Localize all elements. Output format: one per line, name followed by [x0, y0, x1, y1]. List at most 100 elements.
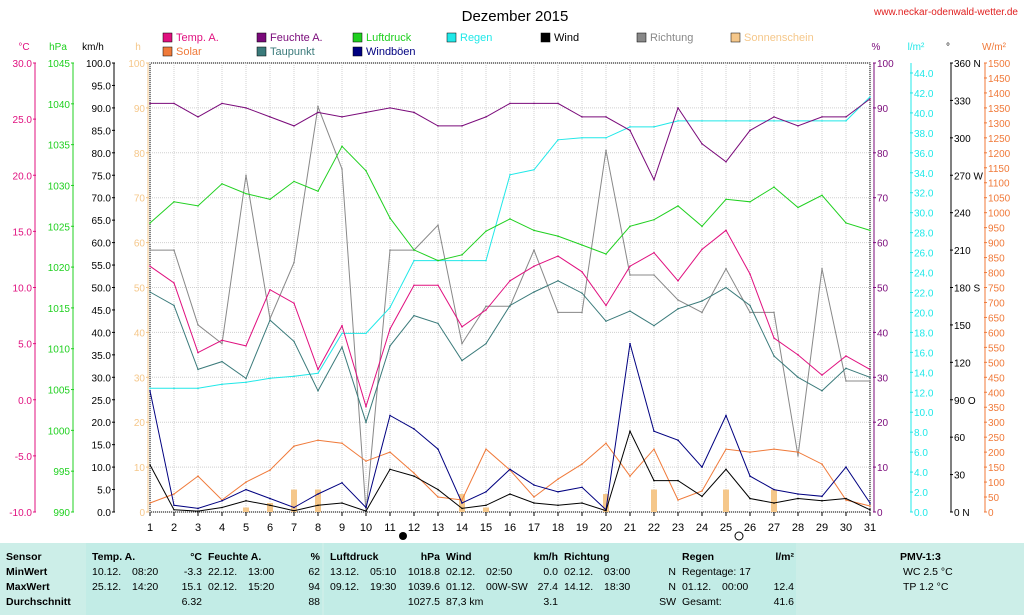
axis-tick-label: 10	[877, 463, 889, 474]
data-point	[413, 284, 415, 287]
data-point	[533, 291, 535, 293]
x-tick-label: 31	[864, 522, 876, 534]
x-tick-label: 27	[768, 522, 780, 534]
x-tick-label: 15	[480, 522, 492, 534]
axis-unit: °	[946, 42, 950, 53]
axis-tick-label: 300	[954, 134, 971, 145]
x-tick-label: 22	[648, 522, 660, 534]
data-point	[749, 273, 751, 275]
data-point	[749, 311, 751, 314]
data-point	[269, 469, 271, 471]
stats-header: Temp. A.	[92, 551, 136, 563]
stats-value: 62	[308, 566, 320, 578]
data-point	[629, 342, 631, 345]
data-point	[461, 507, 463, 510]
stats-date: 10.12.	[92, 566, 122, 578]
data-point	[317, 389, 319, 392]
axis-tick-label: 20.0	[13, 171, 33, 182]
stats-date: Regentage: 17	[682, 566, 751, 578]
axis-tick-label: 0.0	[914, 508, 928, 519]
data-point	[389, 345, 391, 347]
data-point	[821, 499, 823, 502]
data-point	[821, 116, 823, 118]
axis-tick-label: 15.0	[13, 227, 33, 238]
axis-tick-label: 650	[988, 313, 1005, 324]
axis-tick-label: 44.0	[914, 69, 934, 80]
legend-label: Regen	[460, 32, 492, 44]
stats-row-label: MinWert	[6, 566, 48, 578]
data-point	[269, 377, 271, 380]
data-point	[821, 495, 823, 498]
data-point	[413, 314, 415, 317]
axis-tick-label: 65.0	[92, 216, 112, 227]
data-point	[845, 466, 847, 468]
data-point	[605, 253, 607, 255]
stats-time: 03:00	[604, 566, 631, 578]
data-point	[269, 319, 271, 321]
axis-tick-label: 50	[134, 284, 146, 295]
axis-tick-label: 0.0	[18, 396, 32, 407]
data-point	[797, 125, 799, 127]
axis-tick-label: 750	[988, 284, 1005, 295]
axis-tick-label: 90.0	[92, 104, 112, 115]
sunshine-bar	[723, 489, 729, 512]
axis-tick-label: 26.0	[914, 249, 934, 260]
data-point	[749, 475, 751, 477]
data-point	[341, 442, 343, 444]
data-point	[317, 493, 319, 495]
data-point	[245, 192, 247, 195]
sunshine-bar	[243, 507, 249, 512]
stats-date: 14.12.	[564, 581, 594, 593]
data-point	[845, 222, 847, 224]
axis-tick-label: 2.0	[914, 488, 928, 499]
legend-label: Temp. A.	[176, 32, 219, 44]
data-point	[149, 389, 151, 392]
x-tick-label: 14	[456, 522, 468, 534]
axis-tick-label: 100.0	[86, 59, 111, 70]
data-point	[845, 380, 847, 382]
data-point	[869, 502, 871, 504]
axis-unit: °C	[18, 42, 29, 53]
data-point	[173, 304, 175, 307]
data-point	[293, 506, 295, 509]
axis-tick-label: 300	[988, 418, 1005, 429]
data-point	[389, 414, 391, 417]
data-point	[605, 442, 607, 444]
stats-value: 15.1	[181, 581, 202, 593]
stats-unit: l/m²	[775, 551, 794, 563]
legend-swatch	[352, 32, 363, 43]
stats-header: Luftdruck	[330, 551, 379, 563]
axis-tick-label: 10.0	[13, 284, 33, 295]
data-point	[677, 499, 679, 501]
data-point	[461, 259, 463, 262]
x-tick-label: 19	[576, 522, 588, 534]
data-point	[533, 265, 535, 267]
legend-label: Sonnenschein	[744, 32, 814, 44]
axis-tick-label: 34.0	[914, 169, 934, 180]
data-point	[461, 359, 463, 362]
stats-value: N	[668, 566, 676, 578]
data-point	[725, 468, 727, 471]
data-point	[485, 342, 487, 345]
data-point	[245, 381, 247, 384]
axis-tick-label: 1100	[988, 179, 1010, 190]
data-point	[701, 248, 703, 251]
data-point	[869, 505, 871, 507]
data-point	[365, 111, 367, 114]
data-point	[437, 322, 439, 325]
data-point	[797, 451, 799, 453]
stats-time: 00:00	[722, 581, 749, 593]
legend-label: Feuchte A.	[270, 32, 323, 44]
stats-value: N	[668, 581, 676, 593]
data-point	[605, 116, 607, 118]
data-point	[821, 120, 823, 122]
data-point	[389, 328, 391, 330]
stats-unit: °C	[190, 551, 202, 563]
data-point	[149, 502, 151, 504]
data-point	[437, 488, 439, 491]
data-point	[581, 116, 583, 118]
axis-tick-label: 10.0	[914, 408, 934, 419]
data-point	[317, 504, 319, 507]
x-tick-label: 21	[624, 522, 636, 534]
axis-unit: hPa	[49, 42, 67, 53]
